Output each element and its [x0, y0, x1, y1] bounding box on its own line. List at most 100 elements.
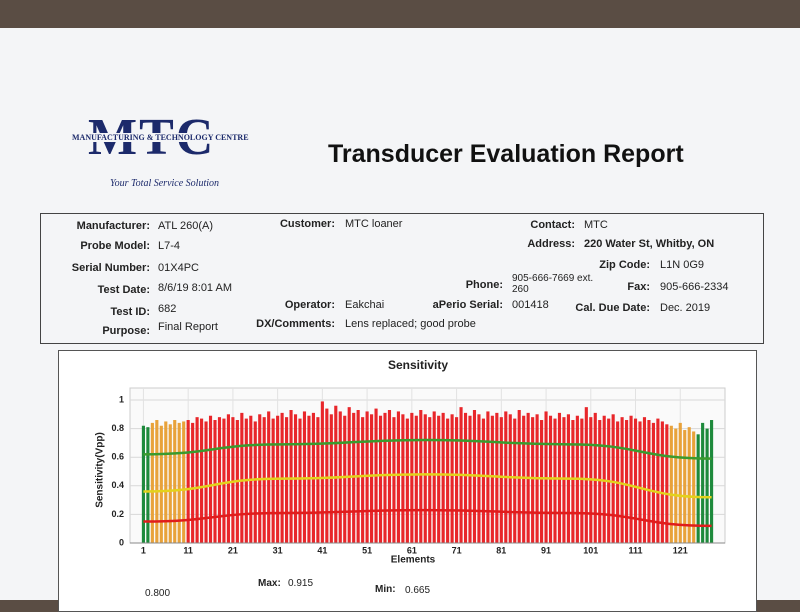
field-label: DX/Comments: [256, 318, 335, 330]
bar [593, 412, 597, 543]
field-label: Contact: [530, 219, 575, 231]
bar [598, 420, 602, 543]
field-label: Test Date: [97, 284, 150, 296]
bar [522, 415, 526, 543]
bar [656, 418, 660, 543]
field-value: 905-666-7669 ext. 260 [512, 273, 594, 295]
field-label: Test ID: [110, 306, 150, 318]
bar [660, 421, 664, 543]
bar [316, 417, 320, 543]
field-label: Address: [527, 238, 575, 250]
field-value: 220 Water St, Whitby, ON [584, 238, 715, 250]
bar [508, 414, 512, 543]
threshold-line [143, 473, 712, 499]
y-tick-label: 0.4 [111, 480, 124, 490]
bar [490, 415, 494, 543]
bar [481, 418, 485, 543]
bar [222, 418, 226, 543]
y-tick-label: 0.8 [111, 423, 124, 433]
stat-value: 0.665 [405, 585, 431, 596]
y-tick-label: 0.6 [111, 452, 124, 462]
field-value: Final Report [158, 321, 218, 333]
bar [432, 411, 436, 543]
field-value: L7-4 [158, 240, 181, 252]
x-tick-label: 121 [673, 545, 688, 555]
bar [562, 417, 566, 543]
bar [361, 417, 365, 543]
field-value: 01X4PC [158, 262, 199, 274]
bar [499, 417, 503, 543]
field-value: MTC loaner [345, 218, 403, 230]
bar [370, 414, 374, 543]
report-title: Transducer Evaluation Report [328, 140, 684, 168]
x-tick-label: 61 [407, 545, 417, 555]
bar [692, 431, 696, 543]
threshold-line [143, 438, 712, 460]
field-label: Manufacturer: [76, 220, 150, 232]
bar [213, 420, 217, 543]
bar [159, 425, 163, 543]
bar [253, 421, 257, 543]
bar [638, 421, 642, 543]
bar [182, 421, 186, 543]
bar [191, 422, 195, 543]
bar [200, 418, 204, 543]
x-tick-label: 111 [629, 545, 643, 555]
bar [531, 417, 535, 543]
bar [629, 415, 633, 543]
field-label: Cal. Due Date: [575, 302, 650, 314]
bar [334, 405, 338, 543]
field-label: Purpose: [102, 325, 150, 337]
bar [633, 418, 638, 543]
bar [405, 418, 409, 543]
y-tick-label: 0.2 [111, 509, 124, 519]
field-value: Lens replaced; good probe [345, 318, 476, 330]
field-label: Phone: [465, 279, 503, 291]
bar [387, 410, 392, 543]
bar [710, 420, 714, 543]
y-axis-label: Sensitivity(Vpp) [95, 432, 106, 508]
bar [419, 410, 423, 543]
bar [441, 412, 445, 543]
stat-label: Min: [375, 584, 396, 595]
x-tick-label: 91 [541, 545, 551, 555]
bar [705, 428, 709, 543]
bar [231, 417, 235, 543]
bar [423, 414, 427, 543]
bar [701, 422, 705, 543]
x-tick-label: 11 [183, 545, 193, 555]
bar [687, 427, 691, 543]
bar [226, 414, 230, 543]
bar [298, 418, 302, 543]
x-tick-label: 31 [273, 545, 283, 555]
bar [217, 417, 222, 543]
bar [513, 418, 517, 543]
bar [155, 420, 159, 543]
bar [365, 411, 369, 543]
bar [285, 417, 289, 543]
stat-value: 0.800 [145, 588, 171, 599]
bar [584, 407, 588, 543]
field-value: Dec. 2019 [660, 302, 711, 314]
bar [164, 421, 168, 543]
bar [611, 414, 615, 543]
x-tick-label: 41 [317, 545, 327, 555]
bar [450, 414, 454, 543]
bar [396, 411, 400, 543]
bar [208, 415, 213, 543]
field-label: Probe Model: [80, 240, 150, 252]
bar [625, 420, 629, 543]
bar [580, 418, 584, 543]
x-tick-label: 71 [452, 545, 462, 555]
field-value: 682 [158, 303, 177, 315]
x-tick-label: 1 [141, 545, 146, 555]
bar [571, 420, 575, 543]
bar [195, 417, 199, 543]
bar [620, 417, 624, 543]
field-label: Operator: [284, 299, 335, 311]
field-label: Fax: [627, 281, 650, 293]
x-tick-label: 21 [228, 545, 238, 555]
bar [204, 421, 208, 543]
x-tick-label: 51 [362, 545, 372, 555]
